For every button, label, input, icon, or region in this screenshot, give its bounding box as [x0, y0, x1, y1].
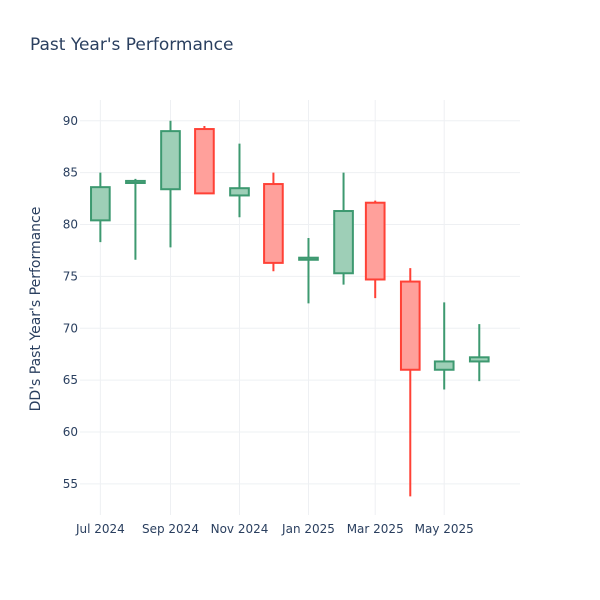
- candle-decreasing: [399, 268, 421, 497]
- candle-body: [399, 280, 421, 371]
- y-tick-label: 85: [63, 166, 78, 180]
- candle-decreasing: [263, 172, 284, 272]
- x-tick-label: Mar 2025: [347, 522, 404, 536]
- candle-increasing: [333, 172, 354, 285]
- x-tick-label: Jul 2024: [75, 522, 125, 536]
- candle-decreasing: [194, 125, 215, 195]
- candle-body: [364, 201, 386, 281]
- y-axis-ticks: 55 60 65 70 75 80 85 90: [63, 114, 78, 491]
- x-tick-label: Sep 2024: [142, 522, 199, 536]
- candle-body: [194, 128, 215, 195]
- candle-body: [298, 256, 319, 261]
- y-tick-label: 65: [63, 373, 78, 387]
- y-tick-label: 75: [63, 269, 78, 283]
- chart-title: Past Year's Performance: [30, 35, 234, 55]
- candle-increasing: [468, 324, 490, 382]
- candle-body: [333, 210, 354, 275]
- candle-increasing: [433, 302, 455, 390]
- x-tick-label: Jan 2025: [281, 522, 335, 536]
- x-tick-label: May 2025: [415, 522, 474, 536]
- candle-body: [229, 187, 250, 197]
- x-axis-ticks: Jul 2024 Sep 2024 Nov 2024 Jan 2025 Mar 2025…: [75, 522, 474, 536]
- y-axis-title: DD's Past Year's Performance: [28, 207, 44, 412]
- candle-body: [90, 186, 111, 222]
- y-tick-label: 90: [63, 114, 78, 128]
- y-tick-label: 70: [63, 321, 78, 335]
- y-tick-label: 60: [63, 425, 78, 439]
- candle-increasing: [125, 178, 146, 260]
- candle-increasing: [298, 237, 319, 304]
- candles: [90, 120, 490, 497]
- x-tick-label: Nov 2024: [211, 522, 269, 536]
- candle-body: [468, 356, 490, 363]
- candle-increasing: [90, 172, 111, 243]
- y-tick-label: 55: [63, 477, 78, 491]
- candle-increasing: [229, 143, 250, 218]
- candle-decreasing: [364, 200, 386, 299]
- y-tick-label: 80: [63, 218, 78, 232]
- candle-body: [433, 360, 455, 371]
- candle-increasing: [160, 120, 181, 248]
- candle-body: [125, 179, 146, 185]
- candle-body: [160, 130, 181, 191]
- candle-body: [263, 183, 284, 264]
